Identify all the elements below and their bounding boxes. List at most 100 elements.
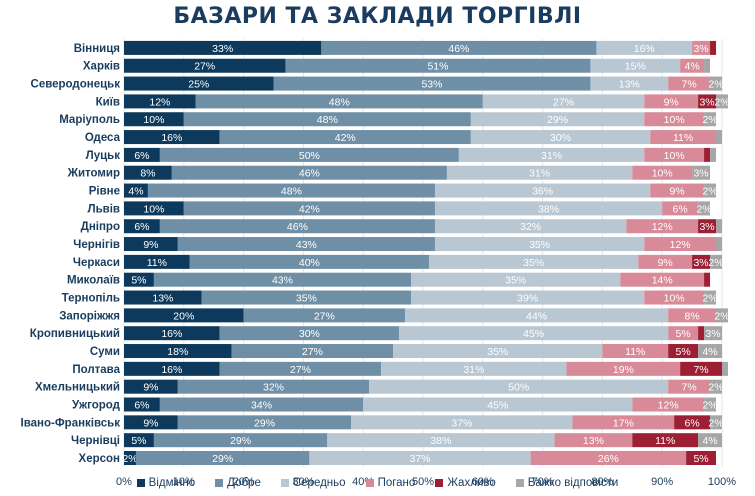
bar-segment	[692, 40, 711, 55]
data-label: 2%	[702, 293, 717, 305]
bar-segment	[722, 361, 728, 376]
data-label: 5%	[676, 328, 691, 340]
category-label: Вінниця	[74, 43, 120, 55]
category-label: Дніпро	[81, 221, 120, 233]
data-label: 50%	[508, 382, 529, 394]
bar-segment	[124, 183, 148, 198]
data-label: 27%	[553, 96, 574, 108]
bar-segment	[458, 147, 645, 162]
data-label: 30%	[550, 132, 571, 144]
bar-segment	[698, 344, 722, 359]
bar-segment	[159, 219, 435, 234]
x-tick-label: 20%	[233, 476, 255, 488]
bar-segment	[662, 201, 699, 216]
bar-segment	[716, 308, 728, 323]
data-label: 35%	[505, 275, 526, 287]
bar-segment	[680, 58, 705, 73]
data-label: 48%	[329, 96, 350, 108]
bar-segment	[686, 451, 717, 466]
bar-segment	[399, 326, 669, 341]
data-label: 10%	[143, 203, 164, 215]
data-label: 2%	[714, 96, 729, 108]
data-label: 6%	[134, 150, 149, 162]
bar-segment	[189, 254, 429, 269]
bar-segment	[704, 326, 722, 341]
bar-segment	[153, 272, 412, 287]
category-label: Полтава	[72, 364, 120, 376]
bar-segment	[124, 415, 178, 430]
data-label: 7%	[682, 382, 697, 394]
bar-segment	[124, 433, 154, 448]
category-label: Миколаїв	[67, 275, 120, 287]
data-label: 12%	[149, 96, 170, 108]
data-label: 25%	[188, 79, 209, 91]
bar-segment	[668, 308, 717, 323]
data-label: 18%	[167, 346, 188, 358]
bar-segment	[698, 201, 711, 216]
data-label: 16%	[634, 43, 655, 55]
data-label: 33%	[212, 43, 233, 55]
legend-item: Добре	[215, 477, 261, 489]
category-label: Запоріжжя	[59, 310, 120, 322]
data-label: 36%	[532, 186, 553, 198]
bar-segment	[231, 344, 394, 359]
bar-segment	[644, 147, 705, 162]
bar-segment	[470, 130, 651, 145]
data-label: 4%	[685, 61, 700, 73]
bar-segment	[363, 397, 633, 412]
bar-segment	[710, 415, 722, 430]
bar-segment	[566, 361, 681, 376]
data-label: 5%	[131, 275, 146, 287]
data-label: 2%	[708, 417, 723, 429]
data-label: 2%	[702, 186, 717, 198]
bar-segment	[602, 344, 669, 359]
bar-segment	[434, 237, 645, 252]
category-label: Київ	[96, 96, 120, 108]
bar-segment	[147, 183, 435, 198]
data-label: 15%	[625, 61, 646, 73]
bar-segment	[596, 40, 693, 55]
bar-segment	[124, 76, 274, 91]
legend-item: Погано	[365, 477, 415, 489]
bar-segment	[668, 76, 711, 91]
bar-segment	[482, 94, 645, 109]
bar-segment	[124, 290, 202, 305]
legend-label: Важко відповісти	[527, 477, 619, 489]
x-tick-label: 80%	[591, 476, 613, 488]
bar-segment	[704, 147, 711, 162]
bar-segment	[124, 272, 154, 287]
data-label: 13%	[619, 79, 640, 91]
data-label: 32%	[520, 221, 541, 233]
data-label: 11%	[655, 435, 675, 447]
legend-swatch	[215, 479, 224, 487]
bar-segment	[692, 165, 711, 180]
data-label: 2%	[696, 203, 711, 215]
data-label: 27%	[194, 61, 215, 73]
bar-segment	[710, 147, 717, 162]
bar-segment	[124, 165, 172, 180]
bar-segment	[626, 219, 699, 234]
legend-label: Середньо	[292, 477, 346, 489]
legend-item: Відмінно	[136, 477, 196, 489]
bar-segment	[572, 415, 675, 430]
bar-segment	[243, 308, 406, 323]
data-label: 13%	[152, 293, 173, 305]
bar-segment	[644, 237, 717, 252]
data-label: 45%	[487, 400, 508, 412]
legend-label: Відмінно	[148, 477, 196, 489]
bar-segment	[351, 415, 573, 430]
bar-segment	[327, 433, 555, 448]
bar-segment	[698, 326, 705, 341]
data-label: 12%	[652, 221, 673, 233]
bar-segment	[124, 201, 184, 216]
chart-legend: Відмінно Добре Середньо Погано Жахливо Важко …	[0, 477, 755, 489]
data-label: 3%	[699, 221, 714, 233]
data-label: 19%	[613, 364, 634, 376]
bar-segment	[195, 94, 483, 109]
data-label: 10%	[664, 150, 685, 162]
bar-segment	[698, 219, 717, 234]
bar-segment	[309, 451, 531, 466]
bar-segment	[159, 147, 459, 162]
bar-segment	[680, 361, 722, 376]
